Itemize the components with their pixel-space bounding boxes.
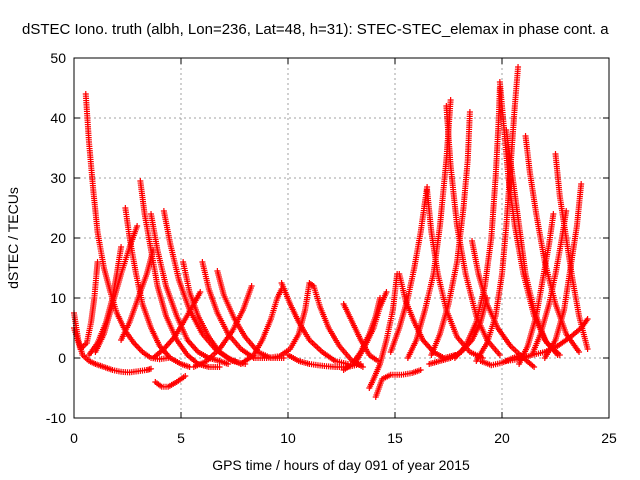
data-point: [466, 109, 473, 115]
data-series: [71, 259, 101, 352]
data-point: [248, 283, 255, 289]
data-point: [94, 259, 101, 265]
data-point: [584, 316, 591, 322]
x-tick-label: 0: [70, 430, 78, 446]
data-point: [554, 352, 561, 358]
data-point: [118, 244, 125, 250]
data-point: [134, 223, 141, 229]
data-point: [578, 181, 585, 187]
data-series: [150, 289, 204, 361]
data-series: [285, 352, 364, 370]
x-tick-label: 5: [177, 430, 185, 446]
y-axis-label: dSTEC / TECUs: [5, 187, 21, 289]
x-tick-label: 25: [601, 430, 617, 446]
data-point: [447, 97, 454, 103]
data-series: [541, 181, 585, 361]
x-tick-label: 15: [387, 430, 403, 446]
data-point: [584, 346, 591, 352]
data-point: [216, 364, 223, 370]
data-point: [225, 361, 232, 367]
data-point: [576, 349, 583, 355]
data-series: [152, 373, 189, 390]
chart-title: dSTEC Iono. truth (albh, Lon=236, Lat=48…: [22, 21, 609, 38]
y-tick-label: 0: [58, 350, 66, 366]
data-point: [148, 365, 155, 372]
data-point: [417, 367, 424, 373]
data-series: [372, 367, 424, 400]
x-tick-labels: 0 5 10 15 20 25: [70, 430, 617, 446]
y-tick-label: 10: [50, 290, 66, 306]
data-point: [550, 211, 557, 217]
data-series: [503, 127, 561, 358]
data-series: [214, 268, 287, 361]
y-tick-label: 50: [50, 50, 66, 66]
data-series: [387, 184, 431, 355]
y-tick-label: -10: [46, 410, 66, 426]
data-series: [92, 223, 141, 355]
data-point: [357, 361, 364, 367]
data-point: [383, 289, 390, 295]
data-series: [148, 211, 232, 367]
data-series: [237, 286, 285, 367]
x-axis-label: GPS time / hours of day 091 of year 2015: [212, 457, 470, 473]
data-series: [137, 178, 223, 370]
y-tick-labels: -10 0 10 20 30 40 50: [46, 50, 66, 426]
data-series: [477, 352, 527, 369]
y-tick-label: 40: [50, 110, 66, 126]
data-series: [190, 283, 255, 370]
data-series: [366, 271, 401, 391]
data-point: [197, 289, 204, 295]
y-tick-label: 30: [50, 170, 66, 186]
y-tick-label: 20: [50, 230, 66, 246]
data-series: [160, 208, 244, 367]
data-series: [71, 310, 155, 376]
data-point: [515, 64, 522, 70]
x-tick-label: 20: [494, 430, 510, 446]
data-point: [531, 364, 538, 370]
x-tick-label: 10: [280, 430, 296, 446]
data-series: [353, 289, 390, 364]
data-series: [404, 97, 454, 361]
data-point: [182, 373, 189, 379]
data-series: [528, 208, 570, 358]
data-series: [451, 85, 503, 361]
data-point: [496, 352, 503, 358]
data-series: [199, 259, 257, 361]
data-series: [428, 109, 473, 358]
data-series: [278, 280, 351, 367]
data-point: [520, 352, 527, 358]
data-series: [82, 91, 172, 363]
data-series: [118, 247, 157, 343]
data-point: [563, 208, 570, 214]
series-layer: [71, 64, 591, 400]
ticks: [73, 57, 610, 419]
